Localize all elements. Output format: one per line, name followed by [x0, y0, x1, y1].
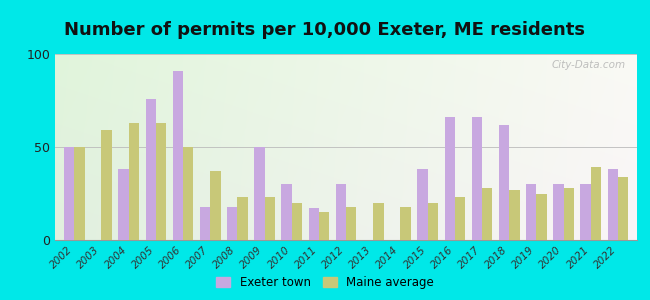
Bar [499, 125, 509, 240]
Bar [564, 188, 574, 240]
Bar [445, 117, 455, 240]
Bar [265, 197, 275, 240]
Bar [129, 123, 139, 240]
Bar [146, 99, 156, 240]
Bar [455, 197, 465, 240]
Bar [227, 206, 237, 240]
Bar [74, 147, 85, 240]
Text: City-Data.com: City-Data.com [551, 60, 625, 70]
Bar [319, 212, 330, 240]
Bar [472, 117, 482, 240]
Bar [183, 147, 193, 240]
Bar [417, 169, 428, 240]
Bar [553, 184, 564, 240]
Bar [64, 147, 74, 240]
Bar [210, 171, 220, 240]
Bar [292, 203, 302, 240]
Bar [237, 197, 248, 240]
Bar [254, 147, 265, 240]
Bar [509, 190, 519, 240]
Bar [309, 208, 319, 240]
Bar [526, 184, 536, 240]
Bar [428, 203, 438, 240]
Bar [346, 206, 356, 240]
Bar [118, 169, 129, 240]
Bar [580, 184, 591, 240]
Bar [101, 130, 112, 240]
Bar [536, 194, 547, 240]
Bar [336, 184, 346, 240]
Legend: Exeter town, Maine average: Exeter town, Maine average [214, 273, 436, 291]
Bar [281, 184, 292, 240]
Bar [591, 167, 601, 240]
Text: Number of permits per 10,000 Exeter, ME residents: Number of permits per 10,000 Exeter, ME … [64, 21, 586, 39]
Bar [608, 169, 618, 240]
Bar [373, 203, 384, 240]
Bar [482, 188, 493, 240]
Bar [173, 71, 183, 240]
Bar [400, 206, 411, 240]
Bar [200, 206, 210, 240]
Bar [618, 177, 629, 240]
Bar [156, 123, 166, 240]
